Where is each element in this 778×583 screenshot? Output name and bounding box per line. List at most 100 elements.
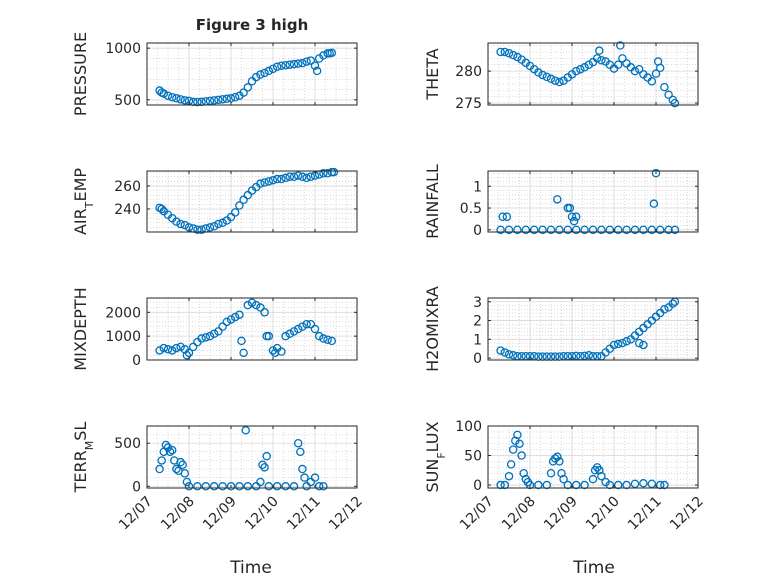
data-point — [209, 96, 219, 105]
data-point — [563, 225, 573, 235]
data-point — [251, 300, 261, 310]
data-point — [235, 482, 244, 491]
data-point — [498, 212, 507, 221]
y-axis-label: THETA — [423, 48, 442, 100]
y-tick-label: 50 — [464, 449, 482, 465]
x-tick-label: 12/09 — [200, 494, 240, 534]
data-point — [651, 168, 661, 178]
x-axis-label-left: Time — [229, 558, 272, 578]
data-point — [513, 52, 522, 62]
data-point — [609, 340, 619, 350]
x-axis-label-right: Time — [572, 558, 615, 578]
x-tick-label: 12/08 — [158, 494, 198, 534]
y-tick-label: 280 — [455, 64, 482, 80]
data-point — [260, 463, 269, 472]
panel-rainfall: 0 0.5 1 RAINFALL — [423, 164, 699, 239]
y-tick-label: 275 — [455, 96, 482, 112]
data-point — [660, 480, 669, 490]
x-tick-label: 12/10 — [242, 494, 282, 534]
y-tick-label: 2 — [473, 314, 482, 330]
data-point — [496, 480, 505, 490]
axes-box — [487, 170, 699, 233]
data-point — [222, 94, 232, 104]
data-point — [576, 64, 585, 74]
data-point — [237, 336, 246, 346]
data-point — [550, 76, 560, 85]
data-point — [289, 482, 299, 491]
data-point — [205, 223, 215, 232]
data-point — [205, 96, 215, 106]
data-point — [655, 63, 665, 73]
data-point — [235, 310, 244, 319]
data-point — [226, 482, 236, 491]
axes-box — [487, 42, 699, 106]
axes-box — [146, 425, 358, 489]
data-point — [298, 58, 307, 68]
data-point — [670, 225, 680, 235]
data-point — [515, 439, 524, 448]
data-point — [218, 322, 227, 331]
data-point — [529, 225, 539, 235]
data-point — [230, 208, 240, 217]
y-tick-label: 500 — [114, 436, 141, 452]
y-tick-label: 0 — [132, 479, 141, 495]
data-point — [197, 225, 206, 234]
data-point — [268, 175, 278, 185]
data-point — [167, 93, 177, 102]
y-tick-label: 1 — [473, 179, 482, 195]
data-point — [567, 212, 577, 221]
data-point — [319, 334, 328, 343]
data-point — [289, 59, 299, 69]
data-point — [327, 336, 337, 346]
data-point — [184, 348, 194, 358]
data-point — [180, 96, 190, 105]
data-point — [296, 447, 305, 457]
data-point — [513, 430, 522, 440]
data-point — [571, 66, 581, 76]
axes-box — [146, 42, 358, 106]
data-point — [613, 225, 623, 235]
data-point — [201, 482, 211, 491]
data-point — [506, 460, 516, 469]
x-tick-label: 12/12 — [326, 494, 366, 534]
data-point — [180, 220, 190, 230]
data-point — [157, 204, 166, 214]
y-tick-label: 500 — [114, 93, 141, 109]
data-point — [272, 482, 282, 491]
y-tick-label: 0 — [132, 353, 141, 369]
y-tick-label: 3 — [473, 295, 482, 311]
data-point — [314, 331, 324, 341]
data-point — [595, 46, 604, 55]
data-point — [209, 221, 219, 231]
data-point — [538, 225, 547, 235]
data-point — [592, 54, 602, 63]
data-point — [655, 225, 665, 235]
data-point — [176, 342, 185, 352]
data-point — [298, 172, 307, 182]
y-tick-label: 100 — [455, 419, 482, 435]
data-point — [251, 482, 261, 491]
data-point — [165, 447, 175, 457]
data-point — [176, 457, 185, 467]
data-point — [298, 464, 307, 474]
data-point — [218, 218, 227, 228]
data-point — [496, 225, 505, 235]
data-point — [597, 56, 606, 65]
data-point — [182, 350, 192, 360]
data-point — [302, 57, 311, 66]
data-point — [209, 482, 219, 491]
y-axis-label: MIXDEPTH — [71, 287, 90, 370]
axes-box — [487, 297, 699, 361]
data-point — [264, 482, 274, 491]
data-point — [580, 351, 589, 361]
y-tick-label: 1 — [473, 332, 482, 348]
data-point — [542, 72, 552, 82]
data-point — [235, 201, 244, 210]
data-point — [559, 474, 568, 484]
data-point — [193, 482, 202, 491]
data-point — [302, 173, 311, 183]
data-point — [218, 482, 227, 491]
data-point — [655, 480, 665, 490]
data-point — [319, 169, 328, 178]
panel-mixdepth: 0 1000 2000 MIXDEPTH — [71, 287, 358, 371]
